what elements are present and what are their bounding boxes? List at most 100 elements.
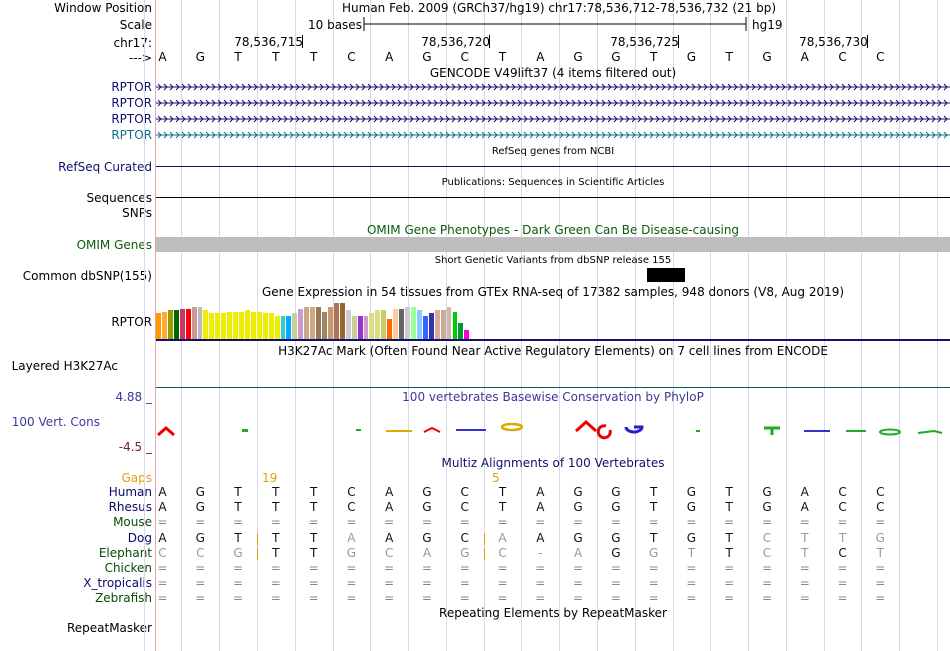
- dbsnp-track-label[interactable]: Common dbSNP(155): [22, 269, 152, 283]
- gtex-tissue-bar[interactable]: [405, 307, 410, 339]
- gtex-tissue-bar[interactable]: [345, 310, 351, 339]
- gencode-transcript[interactable]: [156, 98, 950, 108]
- gtex-tissue-bar[interactable]: [369, 313, 375, 339]
- alignment-base: G: [762, 500, 772, 515]
- repeatmasker-track-label[interactable]: RepeatMasker: [66, 621, 152, 635]
- gtex-tissue-bar[interactable]: [239, 311, 244, 339]
- phylop-min-label: -4.5 _: [118, 440, 152, 454]
- reference-base: C: [876, 50, 885, 64]
- species-label[interactable]: Zebrafish: [95, 591, 152, 606]
- gtex-tissue-bar[interactable]: [357, 315, 363, 339]
- gtex-tissue-bar[interactable]: [203, 310, 209, 339]
- gtex-tissue-bar[interactable]: [233, 311, 238, 339]
- alignment-base: A: [158, 485, 167, 499]
- gtex-tissue-bar[interactable]: [244, 310, 250, 339]
- snps-track-label[interactable]: SNPs: [122, 206, 152, 220]
- gtex-tissue-bar[interactable]: [215, 313, 221, 339]
- gtex-tissue-bar[interactable]: [452, 311, 458, 339]
- gtex-tissue-bar[interactable]: [161, 311, 167, 339]
- phylop-track-label[interactable]: 100 Vert. Cons: [11, 415, 100, 429]
- gtex-tissue-bar[interactable]: [393, 308, 399, 339]
- species-label[interactable]: Chicken: [104, 561, 152, 575]
- species-label[interactable]: X_tropicalis: [83, 576, 152, 591]
- gap-count-1: 19: [262, 471, 278, 485]
- track-area[interactable]: Human Feb. 2009 (GRCh37/hg19) chr17:78,5…: [143, 0, 950, 651]
- gtex-tissue-bar[interactable]: [422, 315, 428, 339]
- gencode-track-label-4[interactable]: RPTOR: [111, 128, 152, 142]
- gtex-tissue-bar[interactable]: [209, 313, 215, 339]
- gtex-tissue-bar[interactable]: [197, 307, 203, 339]
- gtex-tissue-bar[interactable]: [179, 308, 185, 339]
- alignment-base: T: [725, 545, 733, 560]
- omim-gene-bar[interactable]: [156, 237, 950, 252]
- gtex-tissue-bar[interactable]: [221, 313, 227, 339]
- gtex-tissue-bar[interactable]: [333, 303, 339, 339]
- alignment-base: G: [573, 500, 583, 515]
- phylop-mark: [696, 430, 700, 432]
- gtex-tissue-bar[interactable]: [381, 310, 387, 339]
- gtex-tissue-bar[interactable]: [185, 308, 191, 339]
- gtex-track-label[interactable]: RPTOR: [111, 315, 152, 329]
- species-label[interactable]: Mouse: [113, 515, 152, 530]
- gencode-track-label-3[interactable]: RPTOR: [111, 112, 152, 126]
- gtex-tissue-bar[interactable]: [464, 330, 470, 339]
- gtex-tissue-bar[interactable]: [410, 307, 416, 339]
- refseq-gene-line[interactable]: [156, 166, 950, 167]
- gtex-tissue-bar[interactable]: [298, 308, 304, 339]
- gencode-track-label-2[interactable]: RPTOR: [111, 96, 152, 110]
- gtex-tissue-bar[interactable]: [399, 308, 405, 339]
- phylop-conservation-graph[interactable]: [156, 418, 950, 440]
- gtex-tissue-bar[interactable]: [191, 307, 197, 339]
- gtex-tissue-bar[interactable]: [173, 310, 179, 339]
- gtex-tissue-bar[interactable]: [286, 315, 292, 339]
- gtex-tissue-bar[interactable]: [316, 307, 322, 339]
- species-label[interactable]: Elephant: [98, 545, 152, 560]
- gtex-bar-chart[interactable]: [156, 299, 556, 339]
- gencode-transcript[interactable]: [156, 82, 950, 92]
- alignment-base: =: [573, 576, 584, 591]
- gtex-tissue-bar[interactable]: [322, 311, 327, 339]
- gtex-baseline: [156, 339, 950, 341]
- gencode-track-label-1[interactable]: RPTOR: [111, 80, 152, 94]
- species-label[interactable]: Human: [108, 485, 152, 499]
- gtex-tissue-bar[interactable]: [458, 323, 464, 339]
- gtex-tissue-bar[interactable]: [375, 310, 381, 339]
- species-label[interactable]: Dog: [127, 530, 152, 545]
- gtex-tissue-bar[interactable]: [416, 310, 422, 339]
- gtex-tissue-bar[interactable]: [440, 310, 446, 339]
- gtex-tissue-bar[interactable]: [327, 307, 333, 339]
- gtex-tissue-bar[interactable]: [292, 313, 298, 339]
- gtex-tissue-bar[interactable]: [156, 313, 161, 339]
- gtex-tissue-bar[interactable]: [310, 307, 316, 339]
- alignment-base: =: [573, 591, 584, 606]
- gtex-tissue-bar[interactable]: [262, 313, 268, 339]
- alignment-base: =: [648, 591, 659, 606]
- gtex-tissue-bar[interactable]: [280, 315, 286, 339]
- gtex-tissue-bar[interactable]: [434, 310, 440, 339]
- gtex-tissue-bar[interactable]: [339, 303, 345, 339]
- refseq-track-label[interactable]: RefSeq Curated: [58, 160, 152, 174]
- alignment-base: =: [384, 561, 395, 575]
- h3k27ac-track-label[interactable]: Layered H3K27Ac: [11, 359, 118, 373]
- omim-track-label[interactable]: OMIM Genes: [76, 238, 152, 252]
- species-label[interactable]: Rhesus: [108, 500, 152, 515]
- gtex-tissue-bar[interactable]: [428, 313, 434, 339]
- gencode-transcript[interactable]: [156, 114, 950, 124]
- dbsnp-variant-block[interactable]: [647, 268, 685, 282]
- gtex-tissue-bar[interactable]: [363, 315, 369, 339]
- gtex-tissue-bar[interactable]: [351, 315, 357, 339]
- gtex-tissue-bar[interactable]: [387, 318, 393, 339]
- gtex-tissue-bar[interactable]: [250, 311, 256, 339]
- gencode-transcript[interactable]: [156, 130, 950, 140]
- gtex-tissue-bar[interactable]: [167, 310, 173, 339]
- publications-line[interactable]: [156, 197, 950, 198]
- gtex-tissue-bar[interactable]: [227, 311, 233, 339]
- gtex-tissue-bar[interactable]: [304, 307, 310, 339]
- alignment-base: =: [686, 591, 697, 606]
- gtex-tissue-bar[interactable]: [446, 307, 452, 339]
- gtex-tissue-bar[interactable]: [268, 313, 274, 339]
- gtex-tissue-bar[interactable]: [274, 315, 280, 339]
- gtex-tissue-bar[interactable]: [256, 311, 262, 339]
- reference-base: C: [347, 50, 356, 64]
- publications-track-label[interactable]: Sequences: [86, 191, 152, 205]
